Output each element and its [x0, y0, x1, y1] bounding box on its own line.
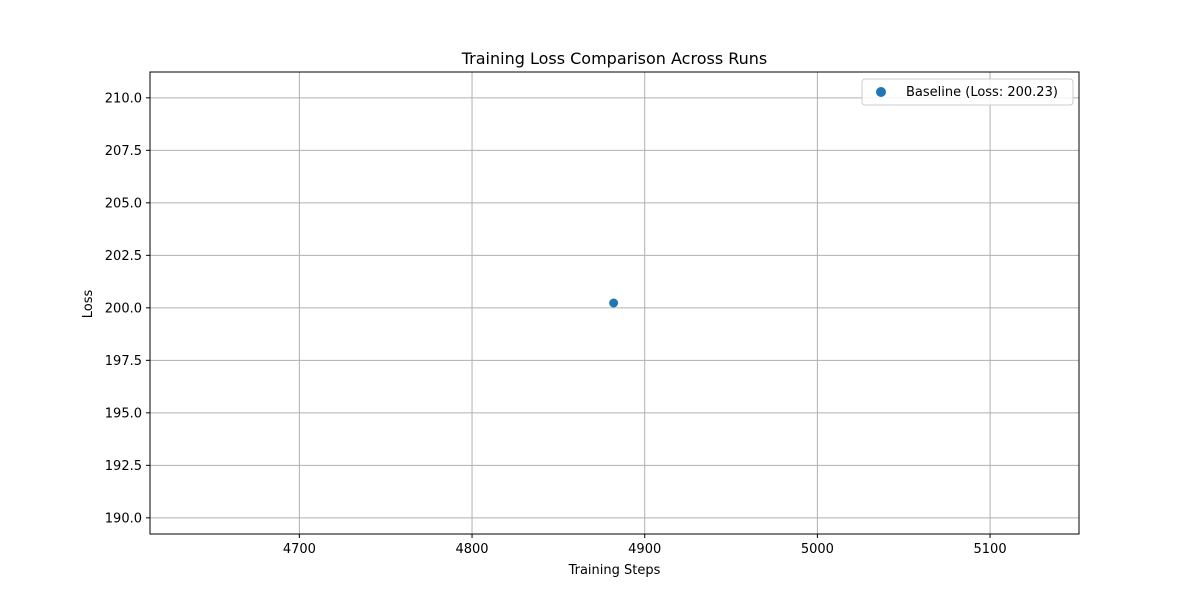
y-tick-label: 192.5 [105, 459, 142, 474]
legend-label: Baseline (Loss: 200.23) [906, 85, 1058, 100]
y-axis-label: Loss [81, 290, 96, 319]
y-tick-label: 210.0 [105, 91, 142, 106]
grid [150, 72, 1079, 534]
x-tick-label: 4700 [283, 542, 316, 557]
y-tick-label: 190.0 [105, 511, 142, 526]
x-tick-label: 4800 [455, 542, 488, 557]
y-tick-label: 200.0 [105, 301, 142, 316]
data-points [609, 298, 619, 308]
x-tick-label: 5100 [974, 542, 1007, 557]
x-axis-label: Training Steps [568, 563, 661, 578]
y-tick-label: 205.0 [105, 196, 142, 211]
y-tick-label: 207.5 [105, 144, 142, 159]
chart-title: Training Loss Comparison Across Runs [461, 49, 768, 68]
data-point [609, 298, 619, 308]
x-axis-ticks: 4700 4800 4900 5000 5100 [283, 534, 1007, 557]
legend-marker [876, 87, 886, 97]
legend: Baseline (Loss: 200.23) [861, 78, 1074, 106]
x-tick-label: 4900 [628, 542, 661, 557]
y-axis-ticks: 190.0 192.5 195.0 197.5 200.0 202.5 205.0 207.5… [105, 91, 150, 526]
legend-box [861, 78, 1074, 106]
plot-area [149, 71, 1080, 535]
y-tick-label: 202.5 [105, 249, 142, 264]
x-tick-label: 5000 [801, 542, 834, 557]
y-tick-label: 195.0 [105, 406, 142, 421]
y-tick-label: 197.5 [105, 354, 142, 369]
